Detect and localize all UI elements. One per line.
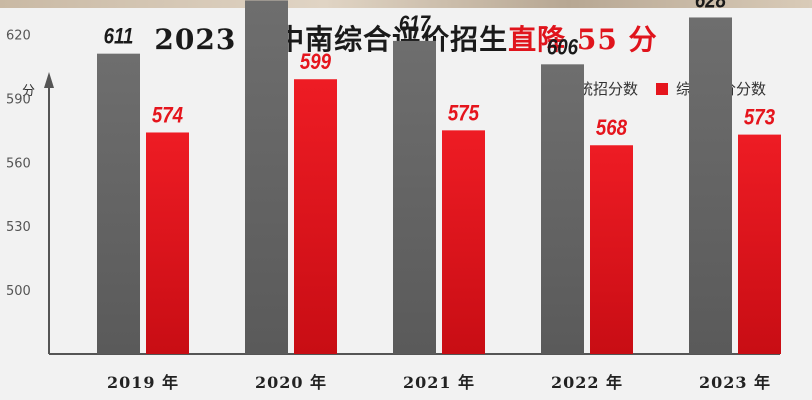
x-category-label: 2023 年: [699, 373, 771, 392]
x-category-label: 2022 年: [551, 373, 623, 392]
bar-value-label: 575: [448, 102, 480, 126]
y-tick-label: 590: [6, 92, 31, 107]
bar-series-1: [97, 53, 140, 355]
legend-label-series-1: 统招分数: [577, 80, 638, 98]
bar-value-label: 628: [695, 0, 727, 13]
y-tick-label: 530: [6, 220, 31, 235]
bar-value-label: 599: [300, 51, 332, 75]
y-tick-label: 620: [6, 29, 31, 44]
x-category-label: 2020 年: [255, 373, 327, 392]
bar-value-label: 617: [399, 13, 432, 37]
bar-value-label: 568: [596, 117, 628, 141]
bar-series-1: [689, 17, 732, 355]
y-axis-arrow: [44, 72, 54, 88]
bar-series-2: [442, 130, 485, 354]
chart-title-main: 2023 年中南综合评价招生: [154, 23, 509, 56]
bar-value-label: 606: [547, 36, 579, 60]
bar-series-1: [541, 64, 584, 354]
bar-series-2: [146, 132, 189, 354]
chart-title-highlight: 直降 55 分: [508, 23, 658, 56]
bar-value-label: 574: [152, 104, 183, 128]
legend-swatch-series-2: [655, 82, 668, 95]
x-category-label: 2021 年: [403, 373, 475, 392]
y-tick-label: 500: [6, 284, 31, 299]
bar-series-2: [590, 145, 633, 354]
y-tick-label: 560: [6, 156, 31, 171]
bar-value-label: 611: [104, 25, 134, 49]
decorative-top-strip: [0, 0, 812, 8]
bar-series-2: [294, 79, 337, 354]
chart-title: 2023 年中南综合评价招生直降 55 分: [0, 18, 812, 58]
bar-series-1: [393, 40, 436, 354]
y-axis-label: 分: [22, 84, 35, 99]
bar-series-1: [245, 0, 288, 354]
x-category-label: 2019 年: [107, 373, 179, 392]
bar-series-2: [738, 134, 781, 354]
bar-value-label: 573: [744, 106, 776, 130]
